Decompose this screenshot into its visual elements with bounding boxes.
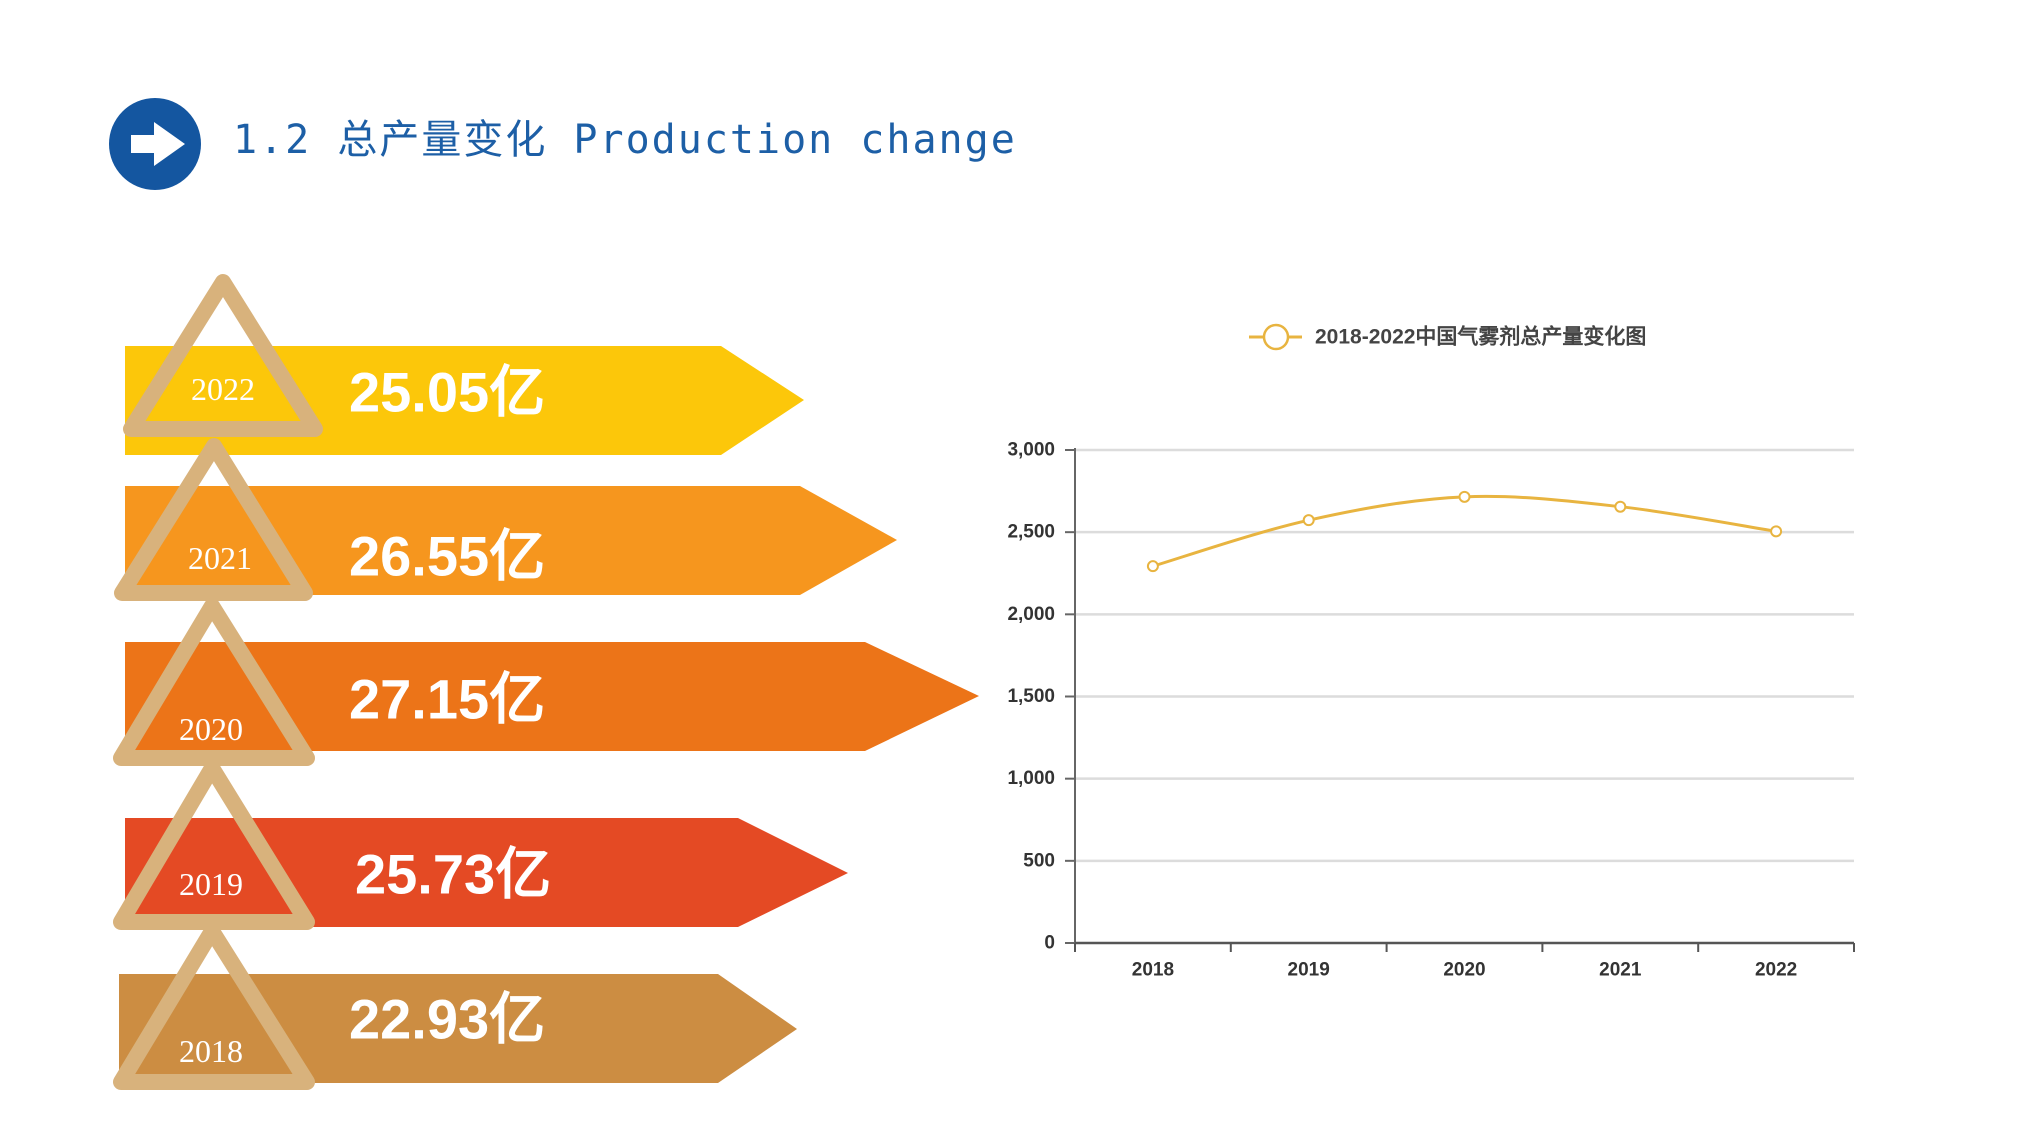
year-label: 2022 [191, 371, 255, 407]
triangle-icon [123, 274, 323, 437]
production-value: 25.73亿 [355, 843, 551, 906]
production-value: 22.93亿 [349, 988, 545, 1051]
timeline-banners [119, 346, 979, 1083]
production-value: 26.55亿 [349, 525, 545, 588]
year-label: 2018 [179, 1033, 243, 1069]
arrow-right-icon [131, 122, 185, 166]
legend-label: 2018-2022中国气雾剂总产量变化图 [1315, 325, 1646, 349]
data-point [1458, 490, 1471, 503]
x-tick-label: 2019 [1288, 960, 1330, 981]
y-tick-label: 500 [1023, 850, 1055, 871]
timeline-years: 2022 2021 2020 2019 2018 [179, 371, 255, 1069]
section-header: 1.2 总产量变化 Production change [109, 98, 1017, 190]
triangle-icon [113, 598, 315, 766]
section-title-text: 1.2 总产量变化 Production change [233, 117, 1017, 163]
year-label: 2021 [188, 540, 252, 576]
year-label: 2020 [179, 711, 243, 747]
x-tick-label: 2021 [1599, 960, 1642, 981]
chart-legend: 2018-2022中国气雾剂总产量变化图 [1249, 323, 1646, 351]
x-tick-label: 2018 [1132, 960, 1174, 981]
x-tick-label: 2022 [1755, 960, 1797, 981]
year-label: 2019 [179, 866, 243, 902]
timeline-triangles [113, 274, 323, 1090]
data-point [1302, 514, 1315, 527]
timeline-values: 25.05亿 26.55亿 27.15亿 25.73亿 22.93亿 [349, 361, 551, 1051]
legend-marker [1262, 323, 1290, 351]
y-tick-label: 2,500 [1007, 522, 1055, 543]
chart-plot-area: 0 500 1,000 1,500 2,000 2,500 3,000 2018 2019 202… [1007, 440, 1855, 981]
banner-2020 [125, 642, 979, 751]
y-tick-label: 2,000 [1007, 604, 1055, 625]
x-tick-label: 2020 [1443, 960, 1485, 981]
banner-2021 [125, 486, 897, 595]
y-tick-label: 1,000 [1007, 768, 1055, 789]
triangle-icon [113, 923, 315, 1090]
data-point [1770, 525, 1783, 538]
data-point [1614, 500, 1627, 513]
y-tick-label: 1,500 [1007, 686, 1055, 707]
y-tick-label: 3,000 [1007, 440, 1055, 461]
triangle-icon [114, 438, 313, 601]
production-value: 25.05亿 [349, 361, 545, 424]
banner-2019 [125, 818, 848, 927]
y-tick-label: 0 [1044, 933, 1055, 954]
line-chart: 2018-2022中国气雾剂总产量变化图 0 500 1,000 1,500 2,000… [1007, 323, 1855, 981]
production-value: 27.15亿 [349, 668, 545, 731]
section-title: 1.2 总产量变化 Production change [233, 117, 1017, 163]
triangle-icon [113, 760, 315, 930]
data-point [1146, 560, 1159, 573]
